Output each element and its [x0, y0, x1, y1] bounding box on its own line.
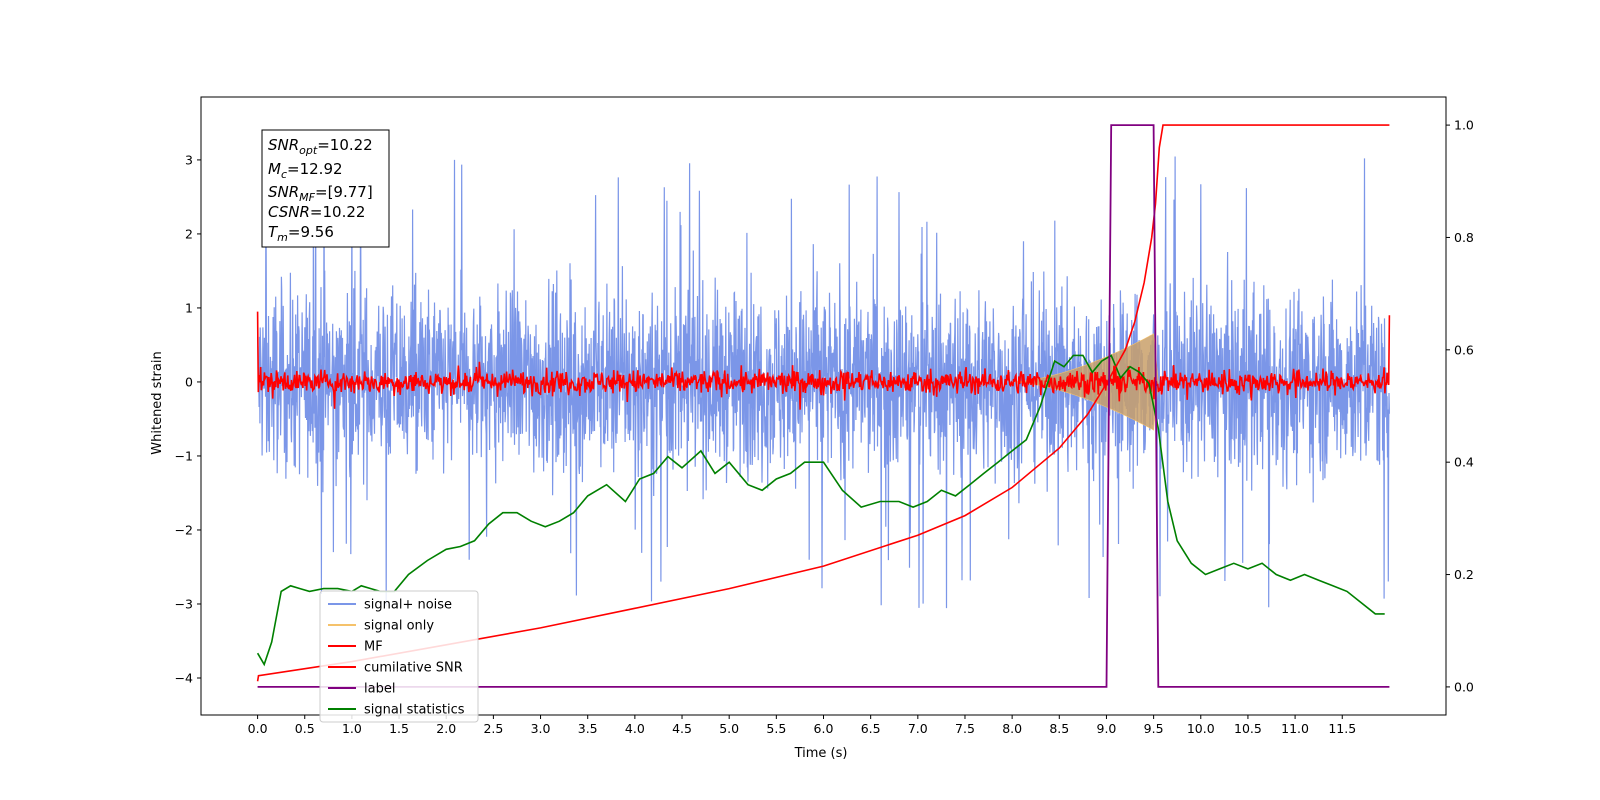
x-tick-label: 3.5: [578, 721, 598, 736]
legend-entries: signal+ noise signal only MF cumilative SNR…: [328, 598, 465, 718]
y-right-tick-label: 0.0: [1454, 679, 1474, 694]
y-right-tick-label: 0.8: [1454, 230, 1474, 245]
x-tick-label: 7.5: [955, 721, 975, 736]
y-axis-label: Whitened strain: [150, 351, 165, 454]
stat-snr-opt: SNRopt=10.22: [268, 136, 373, 157]
legend-frame: [319, 590, 479, 723]
x-axis-label: Time (s): [794, 746, 848, 761]
y-left-tick-label: 3: [185, 152, 193, 167]
mf-series: [256, 311, 1391, 410]
legend-label: signal statistics: [364, 703, 465, 718]
y-left-tick-label: −3: [175, 596, 193, 611]
stat-csnr: CSNR=10.22: [268, 203, 365, 221]
x-axis-ticks: 0.0 0.5 1.0 1.5 2.0 2.5 3.0 3.5 4.0 4.5 5.0 5.5 6.0 6…: [248, 715, 1356, 736]
y-right-tick-label: 1.0: [1454, 118, 1474, 133]
y-left-tick-label: 1: [185, 300, 193, 315]
x-tick-label: 9.0: [1097, 721, 1117, 736]
stats-box: SNRopt=10.22 Mc=12.92 SNRMF=[9.77] CSNR=…: [261, 129, 390, 248]
x-tick-label: 2.5: [483, 721, 503, 736]
x-tick-label: 8.5: [1049, 721, 1069, 736]
x-tick-label: 10.0: [1187, 721, 1215, 736]
y-left-tick-label: −4: [175, 670, 193, 685]
stats-box-frame: [261, 129, 390, 248]
y-left-tick-label: −1: [175, 448, 193, 463]
y-left-tick-label: −2: [175, 522, 193, 537]
x-tick-label: 6.5: [861, 721, 881, 736]
stat-tm: Tm=9.56: [268, 223, 334, 244]
legend: signal+ noise signal only MF cumilative SNR…: [319, 590, 479, 723]
y-right-tick-label: 0.2: [1454, 567, 1474, 582]
legend-label: signal only: [364, 619, 434, 634]
y-right-axis-ticks: 1.0 0.8 0.6 0.4 0.2 0.0: [1446, 118, 1474, 694]
x-tick-label: 9.5: [1144, 721, 1164, 736]
y-left-tick-label: 0: [185, 374, 193, 389]
legend-label: label: [364, 682, 395, 697]
right-axis-series: [256, 124, 1390, 688]
x-tick-label: 1.5: [389, 721, 409, 736]
y-right-tick-label: 0.6: [1454, 342, 1474, 357]
stat-snr-mf: SNRMF=[9.77]: [268, 183, 373, 204]
x-tick-label: 1.0: [342, 721, 362, 736]
y-left-axis-ticks: 3 2 1 0 −1 −2 −3 −4: [175, 152, 201, 685]
x-tick-label: 0.0: [248, 721, 268, 736]
x-tick-label: 3.0: [531, 721, 551, 736]
x-tick-label: 4.0: [625, 721, 645, 736]
x-tick-label: 11.5: [1328, 721, 1356, 736]
legend-label: signal+ noise: [364, 598, 452, 613]
x-tick-label: 4.5: [672, 721, 692, 736]
x-tick-label: 2.0: [436, 721, 456, 736]
y-right-tick-label: 0.4: [1454, 455, 1474, 470]
x-tick-label: 10.5: [1234, 721, 1262, 736]
x-tick-label: 8.0: [1002, 721, 1022, 736]
label-line: [257, 124, 1390, 688]
x-tick-label: 6.0: [814, 721, 834, 736]
x-tick-label: 5.5: [766, 721, 786, 736]
x-tick-label: 5.0: [719, 721, 739, 736]
x-tick-label: 7.0: [908, 721, 928, 736]
signal-statistics-line: [256, 354, 1385, 667]
mf-line: [256, 311, 1391, 410]
legend-label: MF: [364, 640, 383, 655]
legend-label: cumilative SNR: [364, 661, 463, 676]
cumulative-snr-line: [256, 124, 1390, 682]
signal-noise-line: [257, 156, 1390, 609]
y-left-tick-label: 2: [185, 226, 193, 241]
stat-mc: Mc=12.92: [268, 160, 343, 181]
x-tick-label: 0.5: [295, 721, 315, 736]
x-tick-label: 11.0: [1281, 721, 1309, 736]
signal-noise-series: [257, 156, 1390, 609]
